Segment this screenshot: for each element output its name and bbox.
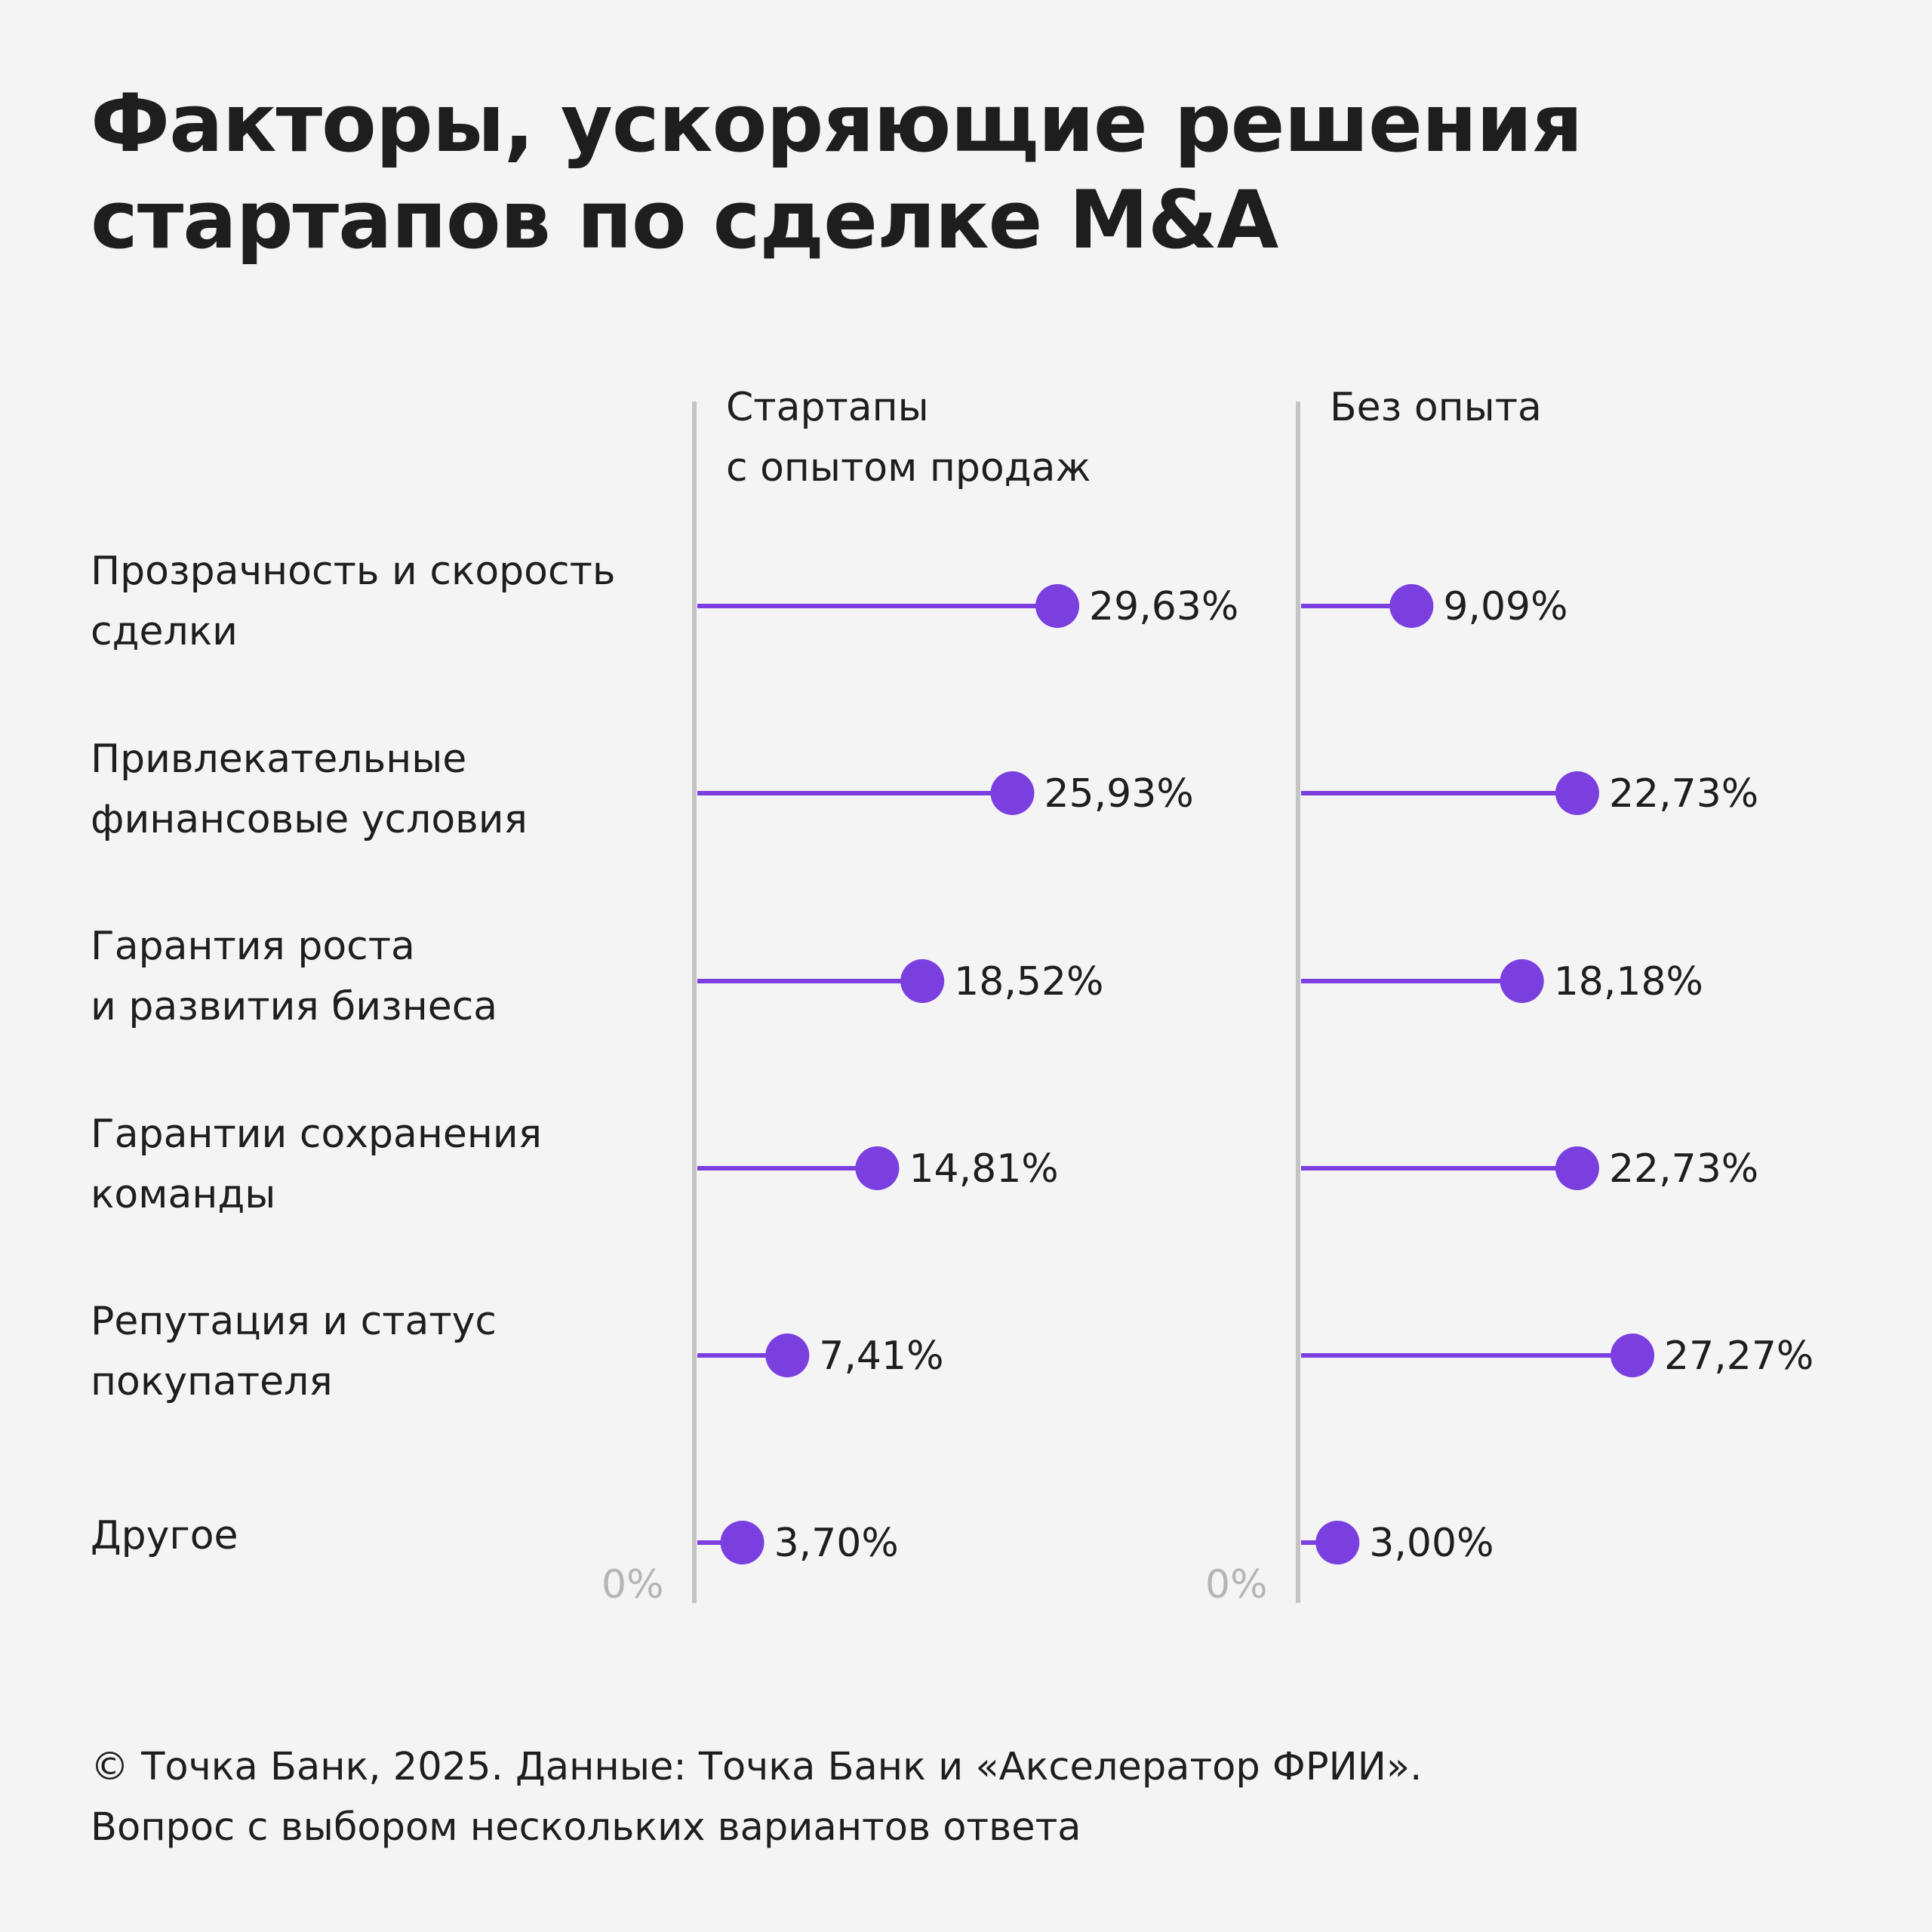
lollipop-dot bbox=[1555, 1146, 1599, 1190]
category-label-line1: Другое bbox=[91, 1513, 238, 1558]
value-label: 18,18% bbox=[1554, 959, 1703, 1004]
lollipop-dot bbox=[990, 771, 1035, 815]
lollipop-dot bbox=[1315, 1521, 1360, 1564]
lollipop-dot bbox=[1555, 771, 1599, 815]
category-label: Гарантия роста и развития бизнеса bbox=[91, 916, 694, 1037]
category-label: Привлекательные финансовые условия bbox=[91, 729, 694, 850]
category-label-line1: Привлекательные bbox=[91, 737, 467, 782]
value-label: 9,09% bbox=[1443, 584, 1567, 629]
lollipop-dot bbox=[855, 1146, 900, 1190]
lollipop-dot bbox=[720, 1521, 764, 1564]
lollipop-dot bbox=[900, 959, 945, 1003]
category-label-line1: Репутация и статус bbox=[91, 1299, 497, 1344]
category-label-line2: покупателя bbox=[91, 1359, 333, 1404]
value-label: 7,41% bbox=[819, 1334, 943, 1379]
lollipop-dot bbox=[1035, 584, 1080, 628]
lollipop-dot bbox=[1389, 584, 1434, 628]
category-label: Гарантии сохранения команды bbox=[91, 1104, 694, 1225]
axis-zero-label: 0% bbox=[601, 1562, 664, 1607]
footer-note: Вопрос с выбором нескольких вариантов от… bbox=[91, 1805, 1081, 1850]
chart-title: Факторы, ускоряющие решения стартапов по… bbox=[91, 75, 1826, 269]
value-label: 3,70% bbox=[774, 1521, 899, 1566]
series-header-no-experience-line1: Без опыта bbox=[1330, 385, 1542, 430]
value-label: 18,52% bbox=[954, 959, 1103, 1004]
series-header-experienced: Стартапы с опытом продаж bbox=[726, 377, 1091, 498]
footer-source: © Точка Банк, 2025. Данные: Точка Банк и… bbox=[91, 1745, 1423, 1789]
series-header-experienced-line1: Стартапы bbox=[726, 385, 929, 430]
category-label-line2: и развития бизнеса bbox=[91, 984, 498, 1029]
value-label: 3,00% bbox=[1369, 1521, 1494, 1566]
value-label: 25,93% bbox=[1044, 771, 1193, 817]
value-label: 22,73% bbox=[1609, 1146, 1758, 1192]
chart-marks: 29,63% 25,93% 18,52% 14,81% 7,41% 3,70% 9,09% 2… bbox=[697, 584, 1814, 1566]
category-label-line1: Гарантия роста bbox=[91, 924, 415, 969]
lollipop-dot bbox=[1611, 1334, 1655, 1377]
category-label: Прозрачность и скорость сделки bbox=[91, 541, 694, 662]
value-label: 29,63% bbox=[1089, 584, 1238, 629]
category-label-line1: Гарантии сохранения bbox=[91, 1112, 542, 1157]
lollipop-dot bbox=[1500, 959, 1544, 1003]
category-label-line2: команды bbox=[91, 1172, 276, 1217]
category-label-line1: Прозрачность и скорость bbox=[91, 549, 616, 594]
category-label-line2: сделки bbox=[91, 609, 238, 654]
chart-title-line1: Факторы, ускоряющие решения bbox=[91, 77, 1583, 170]
category-label-line2: финансовые условия bbox=[91, 797, 528, 842]
footer: © Точка Банк, 2025. Данные: Точка Банк и… bbox=[91, 1737, 1422, 1858]
lollipop-dot bbox=[765, 1334, 810, 1377]
series-header-no-experience: Без опыта bbox=[1330, 377, 1542, 438]
category-label: Репутация и статус покупателя bbox=[91, 1291, 694, 1412]
value-label: 27,27% bbox=[1664, 1334, 1814, 1379]
value-label: 22,73% bbox=[1609, 771, 1758, 817]
axis-zero-label: 0% bbox=[1205, 1562, 1268, 1607]
chart-title-line2: стартапов по сделке M&A bbox=[91, 174, 1278, 266]
category-label: Другое bbox=[91, 1506, 694, 1566]
value-label: 14,81% bbox=[909, 1146, 1058, 1192]
series-header-experienced-line2: с опытом продаж bbox=[726, 445, 1091, 491]
